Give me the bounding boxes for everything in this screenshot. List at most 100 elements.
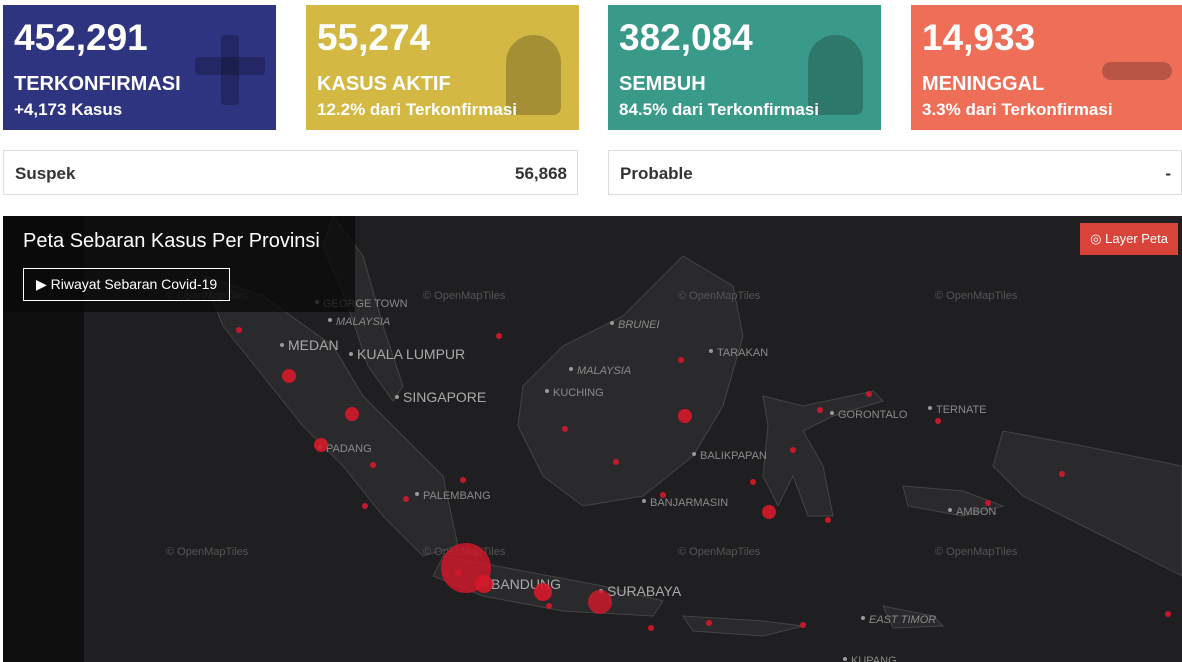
place-label: MALAYSIA <box>336 316 390 328</box>
case-bubble <box>460 477 466 483</box>
place-label: MALAYSIA <box>577 365 631 377</box>
case-bubble <box>362 503 368 509</box>
case-bubble <box>370 462 376 468</box>
place-label: TARAKAN <box>717 347 768 359</box>
suspek-row: Suspek 56,868 <box>3 150 578 195</box>
card-value: 14,933 <box>922 17 1036 58</box>
place-dot <box>415 492 419 496</box>
case-bubble <box>817 407 823 413</box>
history-label: Riwayat Sebaran Covid-19 <box>50 276 218 292</box>
place-label: GORONTALO <box>838 409 908 421</box>
place-dot <box>545 389 549 393</box>
case-bubble <box>588 590 612 614</box>
map[interactable]: GEORGE TOWN MALAYSIA MEDAN KUALA LUMPUR SING… <box>3 216 1182 662</box>
place-dot <box>642 499 646 503</box>
place-label: EAST TIMOR <box>869 614 936 626</box>
case-bubble <box>562 426 568 432</box>
card-icon <box>808 35 863 115</box>
place-dot <box>861 616 865 620</box>
case-bubble <box>314 438 328 452</box>
attribution: © OpenMapTiles <box>935 290 1018 302</box>
card-label: SEMBUH <box>619 73 706 95</box>
card-sub: 12.2% dari Terkonfirmasi <box>317 100 517 119</box>
case-bubble <box>475 575 493 593</box>
place-label: KUCHING <box>553 387 604 399</box>
card-icon <box>1102 62 1172 80</box>
case-bubble <box>706 620 712 626</box>
case-bubble <box>345 407 359 421</box>
place-label: BALIKPAPAN <box>700 450 767 462</box>
case-bubble <box>985 500 991 506</box>
place-dot <box>928 406 932 410</box>
case-bubble <box>825 517 831 523</box>
layer-button[interactable]: ◎ Layer Peta <box>1080 223 1178 255</box>
case-bubble <box>236 327 242 333</box>
card-sub: +4,173 Kasus <box>14 100 123 119</box>
case-bubble <box>678 357 684 363</box>
case-bubble <box>790 447 796 453</box>
attribution: © OpenMapTiles <box>678 290 761 302</box>
card-sub: 3.3% dari Terkonfirmasi <box>922 100 1113 119</box>
place-dot <box>830 411 834 415</box>
stat-card: 14,933 MENINGGAL 3.3% dari Terkonfirmasi <box>911 5 1182 130</box>
place-label: MEDAN <box>288 337 339 353</box>
case-bubble <box>678 409 692 423</box>
card-value: 382,084 <box>619 17 753 58</box>
case-bubble <box>866 391 872 397</box>
place-label: KUPANG <box>851 655 897 662</box>
case-bubble <box>1165 611 1171 617</box>
value: 56,868 <box>515 164 567 183</box>
attribution: © OpenMapTiles <box>166 546 249 558</box>
case-bubble <box>660 492 666 498</box>
place-label: BANJARMASIN <box>650 497 728 509</box>
place-label: TERNATE <box>936 404 987 416</box>
probable-row: Probable - <box>608 150 1182 195</box>
attribution: © OpenMapTiles <box>423 290 506 302</box>
attribution: © OpenMapTiles <box>935 546 1018 558</box>
card-icon <box>221 35 239 105</box>
card-value: 55,274 <box>317 17 431 58</box>
stat-card: 55,274 KASUS AKTIF 12.2% dari Terkonfirmas… <box>306 5 579 130</box>
place-label: SURABAYA <box>607 583 682 599</box>
history-button[interactable]: ▶ Riwayat Sebaran Covid-19 <box>23 268 231 301</box>
stat-card: 452,291 TERKONFIRMASI +4,173 Kasus <box>3 5 276 130</box>
card-label: TERKONFIRMASI <box>14 73 181 95</box>
case-bubble <box>935 418 941 424</box>
label: Probable <box>620 164 693 183</box>
place-label: SINGAPORE <box>403 389 486 405</box>
case-bubble <box>282 369 296 383</box>
case-bubble <box>496 333 502 339</box>
case-bubble <box>403 496 409 502</box>
map-header: Peta Sebaran Kasus Per Provinsi ▶ Riwaya… <box>3 216 355 312</box>
place-dot <box>709 349 713 353</box>
case-bubble <box>534 583 552 601</box>
card-label: MENINGGAL <box>922 73 1045 95</box>
place-dot <box>280 343 284 347</box>
case-bubble <box>750 479 756 485</box>
case-bubbles <box>236 327 1171 631</box>
card-sub: 84.5% dari Terkonfirmasi <box>619 100 819 119</box>
case-bubble <box>648 625 654 631</box>
map-title: Peta Sebaran Kasus Per Provinsi <box>23 230 320 252</box>
case-bubble <box>613 459 619 465</box>
card-icon <box>506 35 561 115</box>
place-dot <box>349 352 353 356</box>
case-bubble <box>455 570 461 576</box>
attribution: © OpenMapTiles <box>678 546 761 558</box>
card-value: 452,291 <box>14 17 148 58</box>
case-bubble <box>800 622 806 628</box>
place-label: PADANG <box>326 443 372 455</box>
value: - <box>1165 164 1171 183</box>
place-label: PALEMBANG <box>423 490 491 502</box>
case-bubble <box>546 603 552 609</box>
case-bubble <box>762 505 776 519</box>
place-dot <box>692 452 696 456</box>
stat-card: 382,084 SEMBUH 84.5% dari Terkonfirmasi <box>608 5 881 130</box>
place-dot <box>569 367 573 371</box>
place-dot <box>395 395 399 399</box>
layer-label: Layer Peta <box>1105 231 1168 246</box>
label: Suspek <box>15 164 76 183</box>
place-label: AMBON <box>956 506 996 518</box>
place-dot <box>610 321 614 325</box>
